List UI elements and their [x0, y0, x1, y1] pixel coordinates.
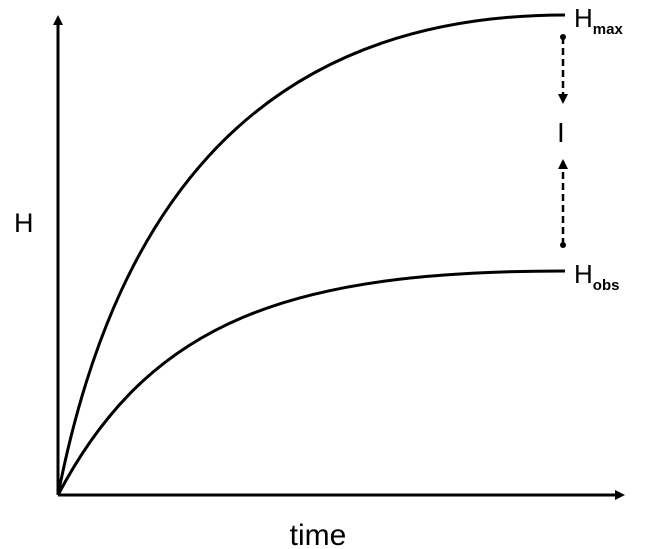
x-axis-label: time — [290, 519, 347, 549]
curve-label: Hmax — [574, 3, 623, 38]
gap-label: I — [557, 117, 565, 148]
label-sub: obs — [593, 277, 620, 294]
label-main: H — [574, 3, 593, 33]
label-sub: max — [593, 21, 624, 38]
label-main: H — [574, 259, 593, 289]
curve-label: Hobs — [574, 259, 619, 294]
y-axis-label: H — [14, 208, 34, 238]
curve-obs — [56, 269, 566, 496]
curve-max — [56, 13, 566, 496]
